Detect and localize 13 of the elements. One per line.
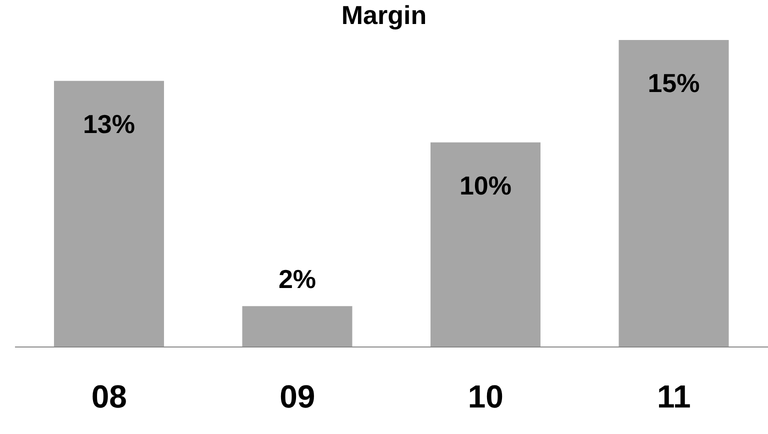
data-label: 2% bbox=[278, 264, 316, 294]
bar bbox=[54, 80, 164, 347]
data-label: 10% bbox=[459, 170, 512, 200]
chart-title: Margin bbox=[340, 0, 428, 31]
bar bbox=[618, 40, 729, 347]
data-label: 13% bbox=[82, 108, 136, 139]
bar bbox=[242, 306, 352, 347]
bar bbox=[430, 142, 540, 347]
x-tick-label: 08 bbox=[91, 378, 127, 415]
data-label: 15% bbox=[648, 68, 700, 98]
x-tick-label: 10 bbox=[468, 378, 504, 415]
x-tick-label: 09 bbox=[280, 378, 316, 415]
x-tick-label: 11 bbox=[656, 378, 691, 415]
